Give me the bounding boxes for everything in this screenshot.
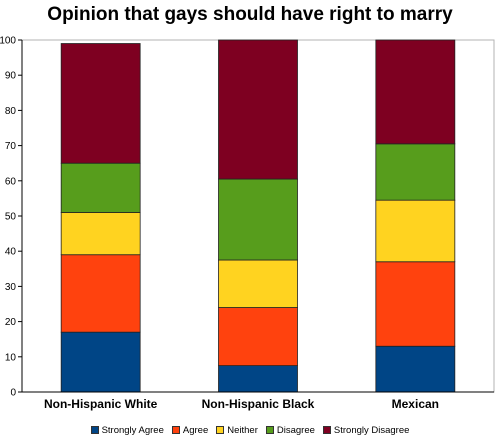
legend-label: Strongly Disagree (333, 424, 410, 436)
y-tick-label: 90 (5, 71, 17, 82)
legend-swatch (90, 426, 99, 434)
y-tick-label: 100 (0, 36, 16, 47)
bar-segment (60, 212, 141, 256)
bar-segment (60, 162, 141, 213)
legend-item: Agree (171, 424, 209, 436)
bar-segment (375, 143, 456, 201)
bar-segment (60, 43, 141, 164)
bar-segment (60, 331, 141, 393)
x-category-label: Mexican (392, 397, 439, 411)
x-category-label: Non-Hispanic Black (202, 397, 315, 411)
legend-label: Disagree (276, 424, 315, 436)
y-tick-label: 80 (5, 106, 17, 117)
legend-item: Neither (216, 425, 258, 436)
y-tick-label: 60 (5, 176, 17, 187)
bar-segment (375, 345, 456, 393)
legend: Strongly Agree Agree Neither Disagree Strong… (0, 421, 500, 439)
bar-segment (218, 365, 298, 393)
bar-segment (60, 254, 141, 333)
y-tick-label: 50 (5, 212, 17, 223)
bar-segment (375, 261, 456, 347)
bars (60, 39, 456, 393)
y-tick-label: 0 (10, 388, 16, 399)
legend-label: Strongly Agree (101, 424, 164, 436)
chart-title: Opinion that gays should have right to m… (47, 4, 453, 25)
stacked-bar-chart: 0 10 20 30 40 50 60 70 80 90 100 Non-Hispanic Whit… (0, 36, 495, 411)
legend-swatch (322, 426, 331, 434)
legend-label: Agree (182, 424, 209, 436)
bar-segment (375, 199, 456, 263)
bar-segment (218, 259, 298, 308)
y-tick-label: 40 (5, 247, 17, 258)
legend-item: Disagree (265, 424, 315, 436)
bar-segment (218, 178, 298, 261)
y-tick-label: 30 (5, 282, 17, 293)
y-tick-label: 10 (5, 352, 17, 363)
legend-swatch (216, 426, 225, 434)
y-tick-label: 70 (5, 141, 17, 152)
bar-segment (375, 39, 456, 145)
bar-segment (218, 39, 298, 180)
legend-swatch (265, 426, 274, 434)
legend-item: Strongly Disagree (322, 424, 410, 436)
x-axis: Non-Hispanic White Non-Hispanic Black Mexi… (22, 391, 494, 411)
y-tick-label: 20 (5, 317, 17, 328)
bar-segment (218, 307, 298, 366)
legend-item: Strongly Agree (90, 424, 164, 436)
legend-swatch (171, 426, 180, 434)
legend-label: Neither (227, 424, 258, 436)
x-category-label: Non-Hispanic White (44, 397, 158, 411)
